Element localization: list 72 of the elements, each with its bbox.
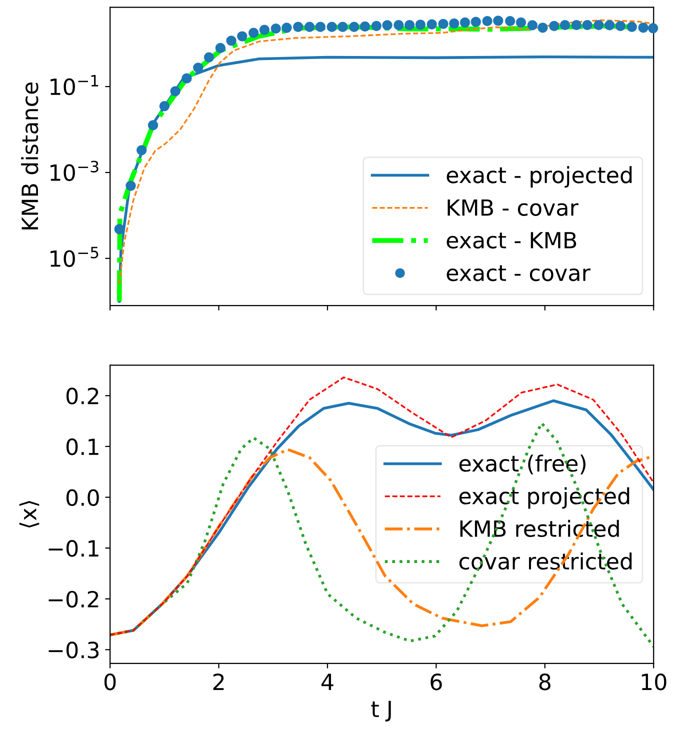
x-tick-label: 2 xyxy=(213,674,224,690)
x-tick-label: 6 xyxy=(430,674,442,690)
point xyxy=(215,42,226,54)
y-axis-title: KMB distance xyxy=(21,82,38,230)
point xyxy=(259,24,270,35)
point xyxy=(571,20,582,30)
point xyxy=(426,19,437,30)
x-tick-label: 8 xyxy=(539,674,550,690)
point xyxy=(293,22,304,32)
y-tick-label: 0.0 xyxy=(66,489,99,506)
point xyxy=(315,22,326,32)
point xyxy=(505,16,516,26)
point xyxy=(394,20,404,30)
point xyxy=(304,22,315,32)
y-tick-label: −0.3 xyxy=(48,642,99,658)
point xyxy=(615,20,626,32)
point xyxy=(170,86,180,96)
x-tick-label: 4 xyxy=(322,674,334,690)
point xyxy=(594,20,604,30)
point xyxy=(470,16,481,27)
point xyxy=(114,224,124,234)
point xyxy=(360,21,370,32)
point xyxy=(560,20,570,30)
y-tick-label: 0.2 xyxy=(66,388,98,404)
point xyxy=(226,36,236,46)
point xyxy=(638,22,648,33)
point xyxy=(549,20,560,32)
point xyxy=(237,31,248,42)
y-tick-label: 10$^{−1}$ xyxy=(50,75,98,96)
point xyxy=(338,22,348,32)
point xyxy=(182,73,192,84)
legend-label: exact - KMB xyxy=(446,232,576,249)
point xyxy=(493,16,504,26)
y-tick-label: −0.1 xyxy=(48,540,98,557)
point xyxy=(382,20,392,30)
y-tick-label: −0.2 xyxy=(48,590,98,608)
point xyxy=(371,20,382,32)
x-axis-title: t J xyxy=(371,700,391,722)
point xyxy=(159,101,170,112)
point xyxy=(648,23,658,34)
point xyxy=(270,23,281,34)
point xyxy=(248,28,259,38)
legend-label: exact - projected xyxy=(446,166,632,188)
point xyxy=(538,22,548,33)
point xyxy=(460,17,470,28)
point xyxy=(626,22,637,32)
x-tick-label: 10 xyxy=(642,674,666,690)
y-tick-label: 10$^{−3}$ xyxy=(50,160,98,182)
legend-label: KMB - covar xyxy=(448,199,578,216)
point xyxy=(204,52,214,62)
point xyxy=(193,62,204,73)
point xyxy=(516,17,526,28)
point xyxy=(604,20,615,30)
y-tick-label: 0.1 xyxy=(66,438,98,456)
legend-label: exact - covar xyxy=(446,265,590,282)
x-tick-label: 0 xyxy=(104,674,116,690)
point xyxy=(349,22,360,32)
y-tick-label: 10$^{−5}$ xyxy=(50,246,98,267)
point xyxy=(527,20,538,30)
y-axis-title: ⟨x⟩ xyxy=(19,501,40,528)
point xyxy=(148,120,158,130)
point xyxy=(415,20,426,30)
legend-label: exact (free) xyxy=(459,454,586,474)
point xyxy=(449,18,460,29)
point xyxy=(582,20,592,30)
point xyxy=(482,16,492,26)
point xyxy=(438,18,448,30)
point xyxy=(136,145,147,156)
point xyxy=(282,22,292,33)
point xyxy=(326,22,337,32)
point xyxy=(404,20,415,30)
point xyxy=(126,180,136,191)
